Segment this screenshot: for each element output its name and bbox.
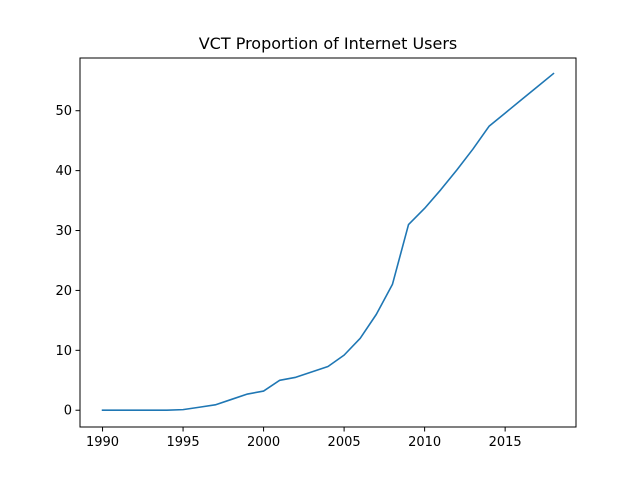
- y-tick-label: 50: [55, 104, 72, 119]
- x-tick-label: 2005: [328, 435, 361, 450]
- x-axis-ticks: 1990 1995 2000 2005 2010 2015: [86, 427, 522, 450]
- chart-title: VCT Proportion of Internet Users: [199, 34, 458, 53]
- y-axis-ticks: 0 10 20 30 40 50: [55, 104, 80, 419]
- x-tick-label: 2000: [247, 435, 280, 450]
- axes-frame: [79, 57, 577, 428]
- y-tick-label: 10: [55, 344, 72, 359]
- x-tick-label: 2010: [408, 435, 441, 450]
- x-tick-label: 1990: [86, 435, 119, 450]
- series-layer: [101, 72, 555, 412]
- x-tick-label: 2015: [489, 435, 522, 450]
- series-line: [101, 72, 555, 412]
- y-tick-label: 20: [55, 284, 72, 299]
- y-tick-label: 40: [55, 164, 72, 179]
- x-tick-label: 1995: [167, 435, 200, 450]
- y-tick-label: 0: [64, 404, 72, 419]
- y-tick-label: 30: [55, 224, 72, 239]
